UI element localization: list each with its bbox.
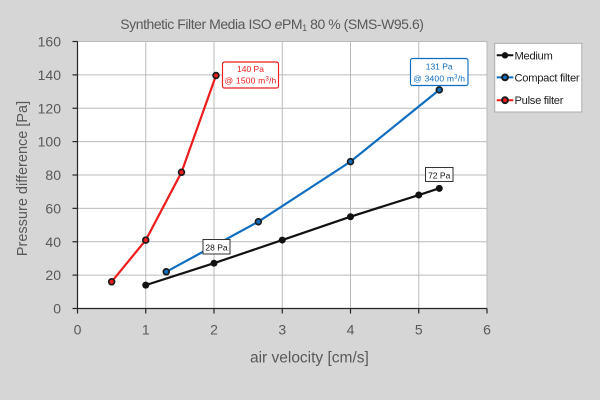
svg-text:0: 0 [53,301,61,317]
svg-text:Pressure difference [Pa]: Pressure difference [Pa] [15,101,31,256]
svg-text:131 Pa: 131 Pa [426,62,453,72]
svg-text:6: 6 [483,321,491,337]
svg-text:80: 80 [45,167,61,183]
svg-text:Synthetic Filter Media ISO ePM: Synthetic Filter Media ISO ePM1 80 % (SM… [120,16,423,33]
svg-text:20: 20 [45,267,61,283]
svg-text:@ 1500 m3/h: @ 1500 m3/h [225,76,277,86]
svg-text:Compact filter: Compact filter [515,72,580,84]
svg-text:120: 120 [38,100,62,116]
svg-text:Medium: Medium [515,50,553,62]
svg-text:60: 60 [45,200,61,216]
svg-text:100: 100 [38,134,62,150]
svg-text:160: 160 [38,34,62,50]
svg-text:2: 2 [210,321,218,337]
svg-text:air velocity [cm/s]: air velocity [cm/s] [250,350,369,367]
svg-text:28 Pa: 28 Pa [205,243,227,253]
svg-text:5: 5 [415,321,423,337]
svg-text:72 Pa: 72 Pa [428,171,450,181]
svg-text:3: 3 [278,321,286,337]
svg-text:4: 4 [347,321,355,337]
svg-text:140: 140 [38,67,62,83]
svg-text:@ 3400 m3/h: @ 3400 m3/h [413,74,465,84]
svg-text:0: 0 [74,321,82,337]
svg-text:40: 40 [45,234,61,250]
svg-text:140 Pa: 140 Pa [237,64,264,74]
svg-text:1: 1 [142,321,150,337]
svg-text:Pulse filter: Pulse filter [515,95,564,107]
